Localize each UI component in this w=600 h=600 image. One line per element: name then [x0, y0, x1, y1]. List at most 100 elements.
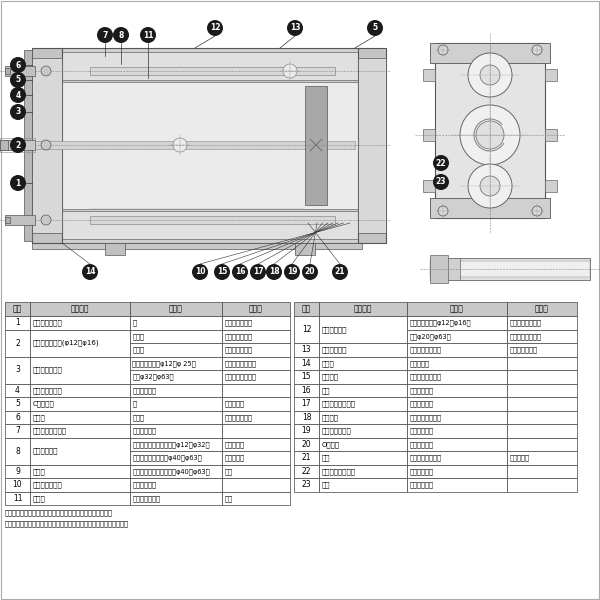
Text: 18: 18: [269, 268, 280, 277]
Bar: [430, 255, 448, 283]
Text: 22: 22: [302, 467, 311, 476]
Text: 鉰（φ20～φ63）: 鉰（φ20～φ63）: [409, 333, 451, 340]
Bar: [407, 329, 507, 343]
Circle shape: [97, 27, 113, 43]
Bar: [32, 243, 362, 249]
Circle shape: [468, 53, 512, 97]
Bar: [319, 478, 407, 491]
Bar: [0, 140, 8, 150]
Bar: [294, 383, 319, 397]
Text: 六角穴付止めねじ: 六角穴付止めねじ: [322, 468, 355, 475]
Text: 工業用クロメッキ: 工業用クロメッキ: [224, 373, 257, 380]
Bar: [507, 356, 577, 370]
Circle shape: [140, 27, 156, 43]
Circle shape: [284, 264, 300, 280]
Bar: [35, 141, 355, 149]
Text: ニトリルゴム: ニトリルゴム: [133, 387, 157, 394]
Text: 鉰（φ32～φ63）: 鉰（φ32～φ63）: [133, 373, 174, 380]
Text: 14: 14: [302, 359, 311, 368]
Circle shape: [41, 140, 51, 150]
Bar: [130, 356, 222, 370]
Text: 8: 8: [15, 446, 20, 455]
Bar: [222, 451, 290, 464]
Circle shape: [10, 57, 26, 73]
Text: 7: 7: [15, 426, 20, 435]
Circle shape: [302, 264, 318, 280]
Bar: [407, 478, 507, 491]
Bar: [294, 410, 319, 424]
Text: 1: 1: [16, 179, 20, 187]
Bar: [545, 180, 557, 192]
Circle shape: [438, 45, 448, 55]
Bar: [5, 424, 30, 437]
Text: 工業用クロメッキ: 工業用クロメッキ: [224, 360, 257, 367]
Bar: [407, 302, 507, 316]
Circle shape: [287, 20, 303, 36]
Bar: [5, 215, 35, 225]
Bar: [30, 437, 130, 464]
Text: 11: 11: [143, 31, 153, 40]
Text: リン酸亜邉: リン酸亜邉: [224, 400, 245, 407]
Text: 21: 21: [302, 453, 311, 462]
Bar: [407, 424, 507, 437]
Bar: [30, 397, 130, 410]
Text: 18: 18: [302, 413, 311, 422]
Bar: [407, 370, 507, 383]
Text: 材　質: 材 質: [169, 304, 183, 313]
Bar: [507, 343, 577, 356]
Bar: [30, 410, 130, 424]
Text: 3: 3: [16, 107, 20, 116]
Bar: [90, 67, 335, 75]
Bar: [407, 356, 507, 370]
Bar: [130, 478, 222, 491]
Text: ピストン: ピストン: [322, 414, 338, 421]
Text: 15: 15: [302, 372, 311, 381]
Bar: [5, 410, 30, 424]
Text: 部品名称: 部品名称: [71, 304, 89, 313]
Text: 10: 10: [13, 480, 22, 489]
Text: C形止め輪: C形止め輪: [32, 400, 54, 407]
Text: ウレタンゴム: ウレタンゴム: [409, 427, 433, 434]
Bar: [295, 243, 315, 255]
Text: 硌質アルマイト: 硌質アルマイト: [509, 346, 538, 353]
Bar: [5, 217, 10, 223]
Text: 23: 23: [302, 480, 311, 489]
Text: 工業用クロメッキ: 工業用クロメッキ: [509, 319, 542, 326]
Text: ブシュ: ブシュ: [32, 468, 45, 475]
Circle shape: [438, 206, 448, 216]
Bar: [5, 316, 30, 329]
Bar: [407, 383, 507, 397]
Text: ステンレス鉰（φ12～φ 25）: ステンレス鉰（φ12～φ 25）: [133, 360, 196, 367]
Bar: [423, 129, 435, 141]
Bar: [5, 68, 10, 74]
Circle shape: [532, 206, 542, 216]
Text: アルマイト: アルマイト: [224, 441, 245, 448]
Text: 備　考: 備 考: [249, 304, 263, 313]
Bar: [30, 329, 130, 356]
Bar: [32, 48, 62, 243]
Text: クッションゴム: クッションゴム: [322, 427, 351, 434]
Text: 品番: 品番: [13, 304, 22, 313]
Bar: [130, 329, 222, 343]
Bar: [105, 243, 125, 255]
Text: 16: 16: [235, 268, 245, 277]
Bar: [222, 329, 290, 343]
Text: 13: 13: [290, 23, 300, 32]
Circle shape: [10, 175, 26, 191]
Circle shape: [367, 20, 383, 36]
Bar: [507, 437, 577, 451]
Bar: [5, 66, 35, 76]
Bar: [130, 370, 222, 383]
Bar: [130, 343, 222, 356]
Text: アルミニウム合金: アルミニウム合金: [409, 414, 442, 421]
Text: 備　考: 備 考: [535, 304, 549, 313]
Text: アルミニウム合金: アルミニウム合金: [409, 454, 442, 461]
Circle shape: [10, 72, 26, 88]
Text: 磁石: 磁石: [322, 387, 330, 394]
Circle shape: [207, 20, 223, 36]
Text: 精調アルミニウム合金（φ12～φ32）: 精調アルミニウム合金（φ12～φ32）: [133, 441, 210, 448]
Circle shape: [468, 164, 512, 208]
Bar: [294, 464, 319, 478]
Text: ロッドメタル: ロッドメタル: [32, 448, 58, 454]
Text: 8: 8: [118, 31, 124, 40]
